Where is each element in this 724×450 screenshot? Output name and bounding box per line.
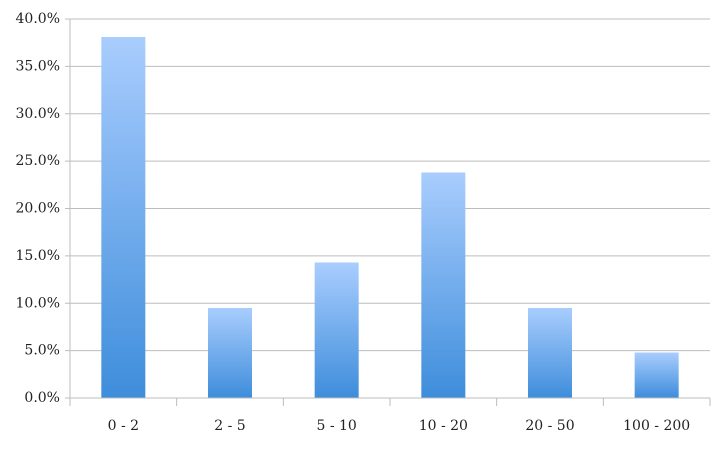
bar xyxy=(634,352,679,398)
bar xyxy=(314,262,359,398)
bar xyxy=(101,37,146,398)
x-tick-label: 10 - 20 xyxy=(419,418,468,434)
y-tick-label: 5.0% xyxy=(24,343,60,359)
x-tick-label: 2 - 5 xyxy=(214,418,245,434)
x-tick-label: 20 - 50 xyxy=(525,418,574,434)
y-tick-label: 35.0% xyxy=(16,58,60,74)
y-tick-label: 40.0% xyxy=(16,11,60,27)
y-tick-label: 20.0% xyxy=(16,201,60,217)
x-tick-label: 100 - 200 xyxy=(623,418,690,434)
bar xyxy=(421,172,466,398)
y-tick-label: 15.0% xyxy=(16,248,60,264)
x-tick-label: 5 - 10 xyxy=(316,418,356,434)
x-tick-label: 0 - 2 xyxy=(108,418,139,434)
y-tick-label: 30.0% xyxy=(16,106,60,122)
bar xyxy=(208,307,252,398)
y-tick-label: 0.0% xyxy=(24,390,60,406)
y-tick-label: 25.0% xyxy=(16,153,60,169)
bar xyxy=(528,307,572,398)
y-tick-label: 10.0% xyxy=(16,295,60,311)
